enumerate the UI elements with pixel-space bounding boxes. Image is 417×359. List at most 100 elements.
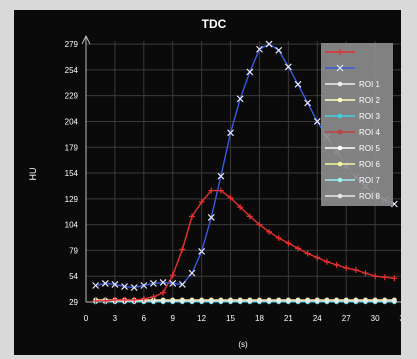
data-point bbox=[140, 282, 148, 289]
y-tick-label: 29 bbox=[69, 298, 78, 307]
legend-label: ROI 7 bbox=[359, 176, 380, 185]
y-axis-label: HU bbox=[28, 168, 38, 181]
data-point bbox=[304, 99, 312, 107]
data-point bbox=[218, 298, 224, 304]
data-point bbox=[160, 289, 167, 296]
y-tick-label: 54 bbox=[69, 272, 78, 281]
data-point bbox=[285, 240, 292, 247]
data-point bbox=[207, 213, 215, 221]
data-point bbox=[294, 80, 302, 88]
data-point bbox=[121, 296, 128, 303]
data-point bbox=[179, 246, 186, 253]
data-point bbox=[247, 298, 253, 304]
y-tick-label: 279 bbox=[65, 40, 79, 49]
data-point bbox=[217, 187, 224, 194]
data-point bbox=[337, 193, 343, 199]
data-point bbox=[337, 113, 343, 119]
x-tick-label: 18 bbox=[255, 314, 264, 323]
data-point bbox=[199, 298, 204, 304]
data-point bbox=[276, 298, 282, 304]
data-point bbox=[101, 280, 109, 287]
data-point bbox=[286, 298, 291, 304]
series-line bbox=[95, 189, 395, 302]
data-point bbox=[323, 258, 330, 265]
data-point bbox=[256, 45, 263, 53]
data-point bbox=[343, 298, 349, 304]
data-point bbox=[237, 298, 243, 304]
y-tick-label: 254 bbox=[65, 66, 79, 75]
legend-label: ROI 3 bbox=[359, 112, 380, 121]
data-point bbox=[362, 270, 369, 277]
data-point bbox=[337, 49, 343, 55]
data-point bbox=[160, 298, 166, 304]
data-point bbox=[256, 221, 263, 228]
y-tick-label: 204 bbox=[65, 117, 79, 126]
data-point bbox=[265, 40, 273, 48]
y-tick-label: 129 bbox=[65, 195, 79, 204]
data-point bbox=[198, 248, 206, 255]
data-point bbox=[189, 213, 195, 220]
data-point bbox=[188, 269, 196, 277]
data-point bbox=[257, 298, 262, 304]
legend-label: ROI 6 bbox=[359, 160, 380, 169]
data-point bbox=[304, 250, 311, 257]
data-point bbox=[363, 298, 368, 304]
series-curve-1 bbox=[92, 187, 398, 304]
data-point bbox=[237, 204, 244, 211]
data-point bbox=[295, 245, 301, 252]
data-point bbox=[266, 228, 273, 235]
data-point bbox=[208, 298, 214, 304]
data-point bbox=[169, 272, 176, 279]
legend-label: ROI 8 bbox=[359, 192, 380, 201]
x-tick-label: 6 bbox=[142, 314, 147, 323]
data-point bbox=[337, 129, 343, 135]
data-point bbox=[169, 280, 177, 287]
data-point bbox=[392, 298, 397, 304]
axes: 29 54 79 104 129 154 179 204 229 254 279 0 3 6 9 12 15 18… bbox=[65, 34, 401, 323]
data-point bbox=[150, 293, 157, 300]
data-point bbox=[381, 274, 388, 281]
data-point bbox=[227, 129, 234, 137]
data-point bbox=[337, 177, 343, 183]
x-tick-label: 0 bbox=[84, 314, 89, 323]
data-point bbox=[337, 81, 343, 87]
x-tick-label: 12 bbox=[197, 314, 206, 323]
legend: ROI 1 ROI 2 ROI 3 ROI 4 ROI 5 ROI 6 ROI 7 ROI 8 bbox=[321, 43, 393, 206]
data-point bbox=[336, 64, 344, 72]
data-point bbox=[305, 298, 310, 304]
chart-title: TDC bbox=[202, 17, 227, 31]
data-point bbox=[246, 213, 253, 220]
legend-label: ROI 1 bbox=[359, 80, 380, 89]
data-point bbox=[372, 273, 379, 280]
y-tick-label: 229 bbox=[65, 92, 79, 101]
data-point bbox=[228, 298, 233, 304]
y-axis-arrow bbox=[81, 34, 91, 45]
data-point bbox=[246, 68, 254, 76]
legend-box bbox=[321, 43, 393, 206]
data-point bbox=[151, 298, 156, 304]
x-tick-label: 33 bbox=[400, 314, 401, 323]
data-point bbox=[217, 172, 225, 180]
tdc-chart: 29 54 79 104 129 154 179 204 229 254 279 0 3 6 9 12 15 18… bbox=[28, 17, 401, 349]
data-point bbox=[121, 283, 128, 290]
data-point bbox=[180, 298, 185, 304]
data-point bbox=[324, 298, 330, 304]
data-point bbox=[227, 194, 234, 201]
data-point bbox=[295, 298, 301, 304]
data-point bbox=[208, 187, 215, 194]
data-point bbox=[391, 275, 398, 282]
legend-label: ROI 4 bbox=[359, 128, 380, 137]
data-point bbox=[131, 296, 138, 303]
x-tick-label: 24 bbox=[313, 314, 322, 323]
data-point bbox=[313, 118, 321, 125]
data-point bbox=[314, 298, 320, 304]
data-point bbox=[189, 298, 195, 304]
y-tick-label: 154 bbox=[65, 169, 79, 178]
x-tick-label: 15 bbox=[226, 314, 235, 323]
data-point bbox=[314, 254, 321, 261]
legend-label: ROI 5 bbox=[359, 144, 380, 153]
data-point bbox=[198, 198, 205, 205]
data-point bbox=[178, 281, 186, 288]
data-point bbox=[352, 267, 359, 274]
data-point bbox=[92, 282, 100, 289]
